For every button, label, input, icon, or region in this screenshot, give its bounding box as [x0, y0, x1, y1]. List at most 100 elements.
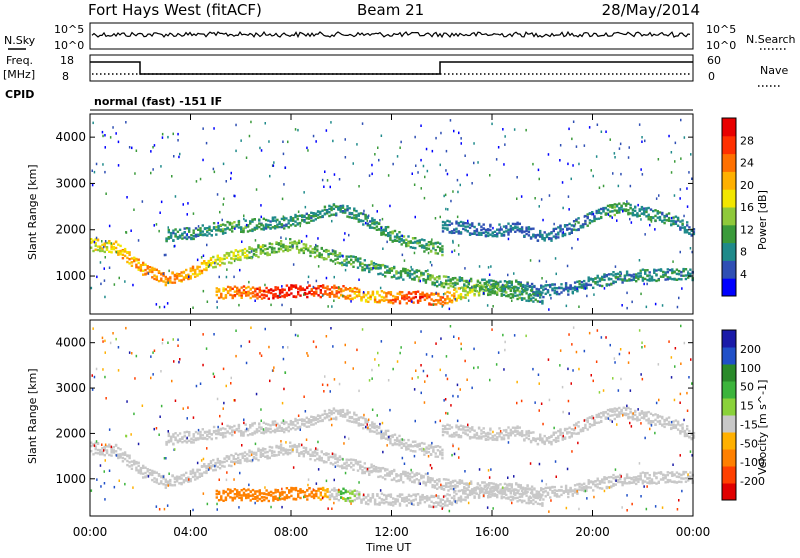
velocity-pixel	[275, 454, 277, 456]
velocity-pixel	[370, 464, 372, 466]
power-pixel	[671, 270, 673, 272]
power-speckle	[101, 240, 103, 243]
velocity-pixel	[682, 471, 684, 473]
power-pixel	[385, 299, 387, 301]
power-pixel	[286, 284, 288, 286]
power-pixel	[359, 263, 361, 265]
velocity-pixel	[507, 426, 509, 428]
power-speckle	[125, 231, 127, 234]
power-speckle	[491, 123, 493, 126]
power-speckle	[92, 122, 94, 125]
power-pixel	[489, 291, 491, 293]
power-pixel	[537, 291, 539, 293]
velocity-pixel	[442, 434, 444, 436]
velocity-pixel	[576, 483, 578, 485]
power-pixel	[321, 215, 323, 217]
velocity-pixel	[450, 482, 452, 484]
velocity-pixel	[226, 455, 228, 457]
power-pixel	[655, 269, 657, 271]
velocity-pixel	[339, 455, 341, 457]
power-pixel	[329, 295, 331, 297]
velocity-pixel	[515, 483, 517, 485]
power-pixel	[679, 226, 681, 228]
power-pixel	[220, 295, 222, 297]
power-pixel	[215, 229, 217, 231]
velocity-pixel	[245, 489, 247, 491]
power-pixel	[676, 273, 678, 275]
power-pixel	[522, 284, 524, 286]
velocity-pixel	[222, 492, 224, 494]
power-pixel	[315, 215, 317, 217]
power-speckle	[158, 230, 160, 233]
power-pixel	[396, 236, 398, 238]
power-speckle	[206, 244, 208, 247]
velocity-pixel	[567, 489, 569, 491]
velocity-pixel	[594, 480, 596, 482]
velocity-pixel	[569, 487, 571, 489]
power-pixel	[131, 261, 133, 263]
power-speckle	[610, 138, 612, 141]
power-pixel	[242, 249, 244, 251]
power-pixel	[487, 232, 489, 234]
power-pixel	[289, 246, 291, 248]
power-speckle	[115, 132, 117, 135]
velocity-pixel	[496, 439, 498, 441]
power-pixel	[119, 250, 121, 252]
velocity-pixel	[377, 476, 379, 478]
power-pixel	[346, 262, 348, 264]
power-pixel	[213, 226, 215, 228]
power-pixel	[614, 206, 616, 208]
velocity-pixel	[237, 462, 239, 464]
power-pixel	[401, 295, 403, 297]
power-pixel	[172, 232, 174, 234]
velocity-pixel	[471, 493, 473, 495]
velocity-pixel	[218, 499, 220, 501]
velocity-pixel	[238, 494, 240, 496]
power-pixel	[525, 292, 527, 294]
power-speckle	[671, 217, 673, 220]
power-pixel	[377, 267, 379, 269]
velocity-pixel	[303, 447, 305, 449]
velocity-plot-area	[90, 320, 693, 516]
power-pixel	[442, 230, 444, 232]
power-pixel	[245, 287, 247, 289]
power-pixel	[451, 222, 453, 224]
power-pixel	[483, 285, 485, 287]
power-pixel	[605, 207, 607, 209]
power-pixel	[312, 251, 314, 253]
velocity-pixel	[644, 474, 646, 476]
power-speckle	[432, 150, 434, 153]
velocity-pixel	[216, 496, 218, 498]
power-pixel	[483, 228, 485, 230]
power-speckle	[263, 224, 265, 227]
power-pixel	[280, 243, 282, 245]
power-pixel	[425, 247, 427, 249]
power-pixel	[524, 285, 526, 287]
power-speckle	[457, 179, 459, 182]
velocity-pixel	[471, 436, 473, 438]
power-pixel	[122, 250, 124, 252]
power-pixel	[446, 224, 448, 226]
velocity-pixel	[268, 500, 270, 502]
power-pixel	[621, 278, 623, 280]
power-pixel	[438, 284, 440, 286]
velocity-pixel	[399, 503, 401, 505]
velocity-pixel	[287, 449, 289, 451]
power-speckle	[386, 241, 388, 244]
velocity-pixel	[185, 477, 187, 479]
power-pixel	[445, 280, 447, 282]
power-pixel	[412, 247, 414, 249]
velocity-pixel	[525, 437, 527, 439]
velocity-pixel	[409, 473, 411, 475]
power-pixel	[669, 269, 671, 271]
power-pixel	[233, 221, 235, 223]
velocity-pixel	[316, 458, 318, 460]
velocity-pixel	[440, 498, 442, 500]
power-speckle	[148, 272, 150, 275]
power-pixel	[435, 252, 437, 254]
power-pixel	[514, 223, 516, 225]
power-pixel	[404, 272, 406, 274]
power-pixel	[288, 219, 290, 221]
power-pixel	[294, 242, 296, 244]
